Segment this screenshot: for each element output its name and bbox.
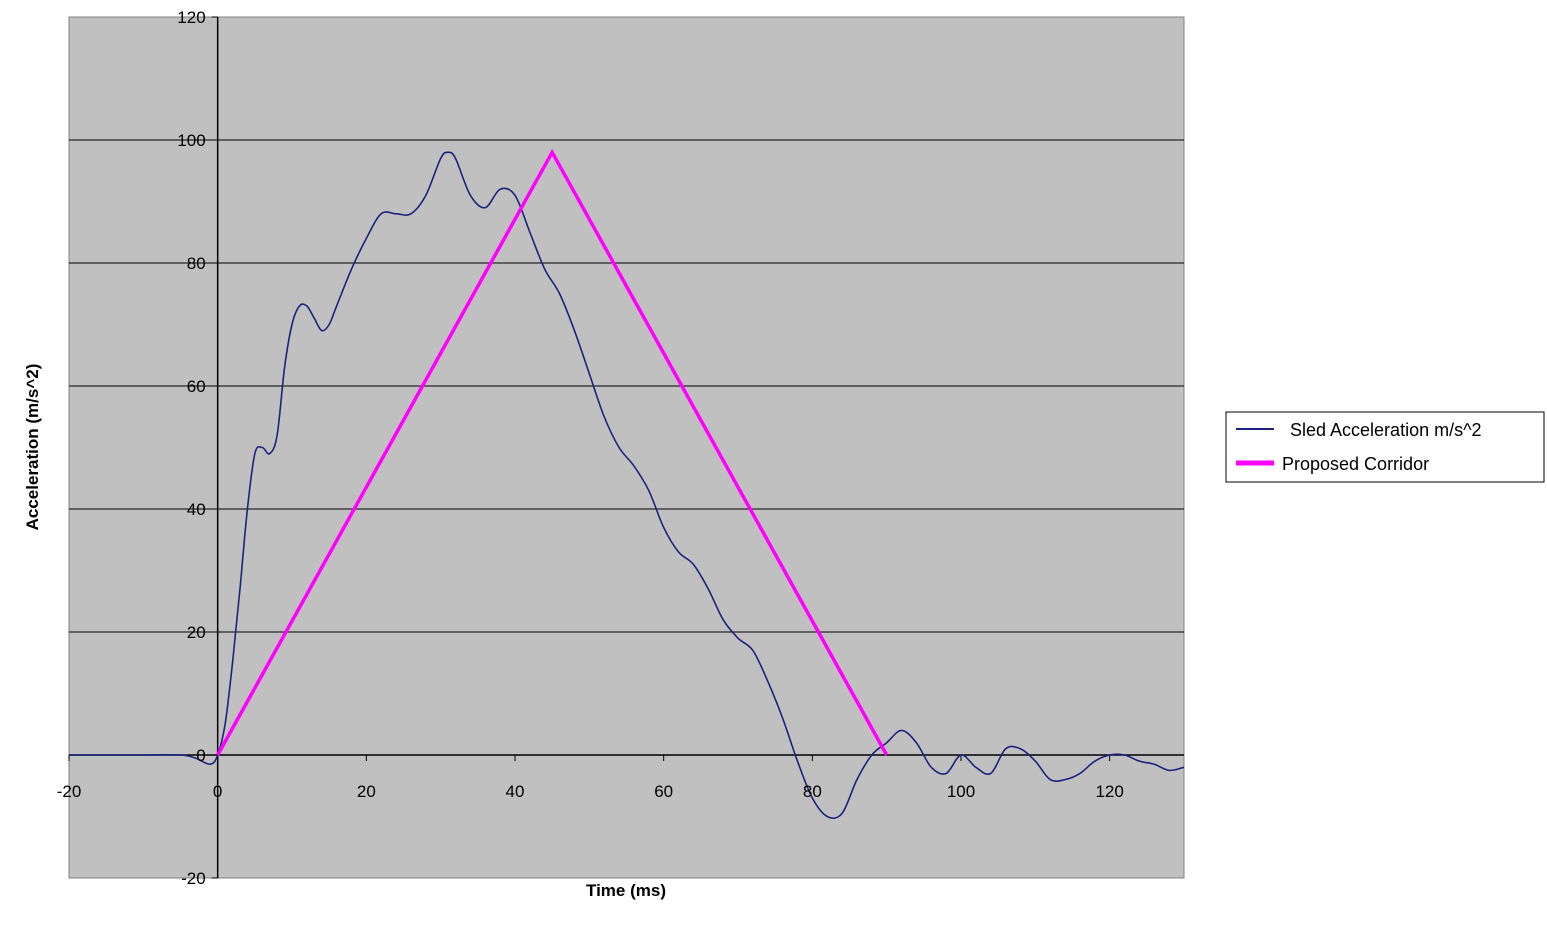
x-tick-label: -20 <box>57 782 82 801</box>
y-tick-label: 60 <box>187 377 206 396</box>
x-tick-label: 20 <box>357 782 376 801</box>
plot-area <box>68 16 1185 879</box>
x-tick-label: 60 <box>654 782 673 801</box>
y-tick-label: 80 <box>187 254 206 273</box>
series-proposed-corridor-line <box>216 148 889 756</box>
tick-labels: -20 0 20 40 60 80 100 120 -20 0 20 40 60 80 100 120 <box>57 8 1124 888</box>
series-sled-acceleration-line <box>69 151 1185 820</box>
y-tick-label: 40 <box>187 500 206 519</box>
y-tick-label: -20 <box>181 869 206 888</box>
x-tick-label: 100 <box>947 782 975 801</box>
y-tick-label: 0 <box>196 746 205 765</box>
x-tick-label: 80 <box>803 782 822 801</box>
legend-label-sled-acceleration: Sled Acceleration m/s^2 <box>1290 420 1482 440</box>
legend: Sled Acceleration m/s^2 Proposed Corrido… <box>1225 411 1545 483</box>
x-tick-label: 120 <box>1095 782 1123 801</box>
series-lines <box>69 148 1185 820</box>
legend-box <box>1225 411 1545 483</box>
y-tick-label: 100 <box>177 131 205 150</box>
y-axis-title: Acceleration (m/s^2) <box>23 364 42 531</box>
y-tick-label: 120 <box>177 8 205 27</box>
y-tick-label: 20 <box>187 623 206 642</box>
x-tick-label: 40 <box>506 782 525 801</box>
axes <box>68 16 1184 879</box>
x-axis-title: Time (ms) <box>586 881 666 900</box>
x-tick-label: 0 <box>213 782 222 801</box>
legend-label-proposed-corridor: Proposed Corridor <box>1282 454 1429 474</box>
